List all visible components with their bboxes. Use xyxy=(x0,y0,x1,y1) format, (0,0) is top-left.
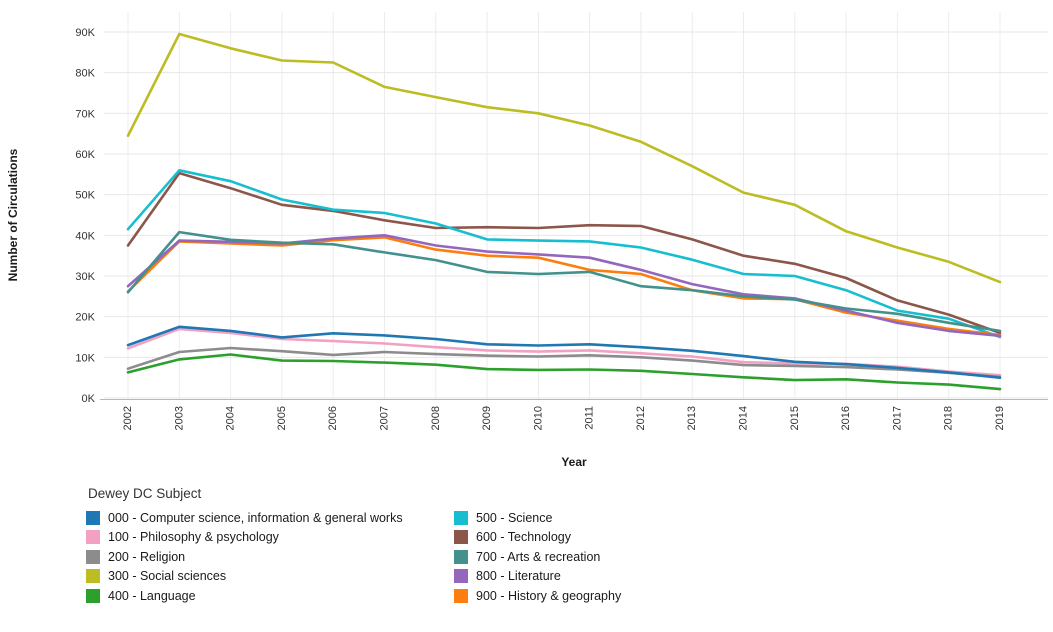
legend-label-800: 800 - Literature xyxy=(476,569,561,584)
x-tick-label-2013: 2013 xyxy=(686,406,698,430)
legend-item-700[interactable]: 700 - Arts & recreation xyxy=(454,547,621,567)
legend-swatch-100 xyxy=(86,530,100,545)
legend-item-500[interactable]: 500 - Science xyxy=(454,508,621,528)
series-line-900[interactable] xyxy=(126,236,1002,337)
y-tick-label-70K: 70K xyxy=(75,108,95,120)
legend-label-400: 400 - Language xyxy=(108,588,196,603)
y-tick-label-60K: 60K xyxy=(75,149,95,161)
series-line-200[interactable] xyxy=(126,346,1002,379)
x-tick-label-2009: 2009 xyxy=(481,406,493,430)
y-tick-label-20K: 20K xyxy=(75,312,95,324)
series-line-000[interactable] xyxy=(126,325,1002,380)
y-tick-label-50K: 50K xyxy=(75,190,95,202)
y-tick-label-90K: 90K xyxy=(75,27,95,39)
x-tick-label-2006: 2006 xyxy=(327,406,339,430)
legend-item-000[interactable]: 000 - Computer science, information & ge… xyxy=(86,508,454,528)
vertical-gridlines xyxy=(127,12,1001,400)
x-tick-label-2008: 2008 xyxy=(430,406,442,430)
legend-swatch-200 xyxy=(86,549,100,564)
legend-swatch-000 xyxy=(86,510,100,525)
legend-label-300: 300 - Social sciences xyxy=(108,569,227,584)
legend-label-000: 000 - Computer science, information & ge… xyxy=(108,510,403,525)
legend-label-900: 900 - History & geography xyxy=(476,588,622,603)
x-tick-label-2003: 2003 xyxy=(173,406,185,430)
y-tick-label-80K: 80K xyxy=(75,68,95,80)
legend-item-600[interactable]: 600 - Technology xyxy=(454,528,621,548)
series-line-400[interactable] xyxy=(126,353,1002,391)
x-tick-label-2016: 2016 xyxy=(840,406,852,430)
line-chart[interactable]: 0K 10K 20K 30K 40K 50K 60K 70K 80K 90K 2002 2003 20… xyxy=(0,0,1053,483)
x-tick-label-2015: 2015 xyxy=(789,406,801,430)
legend-swatch-600 xyxy=(454,530,468,545)
x-tick-label-2019: 2019 xyxy=(994,406,1006,430)
y-axis-tick-labels: 0K 10K 20K 30K 40K 50K 60K 70K 80K 90K xyxy=(75,27,95,405)
x-tick-label-2010: 2010 xyxy=(532,406,544,430)
y-tick-label-40K: 40K xyxy=(75,230,95,242)
x-tick-label-2012: 2012 xyxy=(635,406,647,430)
legend: Dewey DC Subject 000 - Computer science,… xyxy=(86,486,621,606)
series-line-300[interactable] xyxy=(126,32,1002,284)
x-tick-label-2018: 2018 xyxy=(943,406,955,430)
legend-swatch-300 xyxy=(86,569,100,584)
y-tick-label-0K: 0K xyxy=(82,393,96,405)
legend-label-700: 700 - Arts & recreation xyxy=(476,549,601,564)
x-tick-label-2014: 2014 xyxy=(738,406,750,430)
legend-item-100[interactable]: 100 - Philosophy & psychology xyxy=(86,528,454,548)
legend-item-200[interactable]: 200 - Religion xyxy=(86,547,454,567)
legend-label-500: 500 - Science xyxy=(476,510,553,525)
legend-swatch-700 xyxy=(454,549,468,564)
x-tick-label-2004: 2004 xyxy=(225,406,237,430)
x-tick-label-2002: 2002 xyxy=(122,406,134,430)
y-tick-label-30K: 30K xyxy=(75,271,95,283)
legend-label-100: 100 - Philosophy & psychology xyxy=(108,530,279,545)
x-tick-label-2005: 2005 xyxy=(276,406,288,430)
series-line-600[interactable] xyxy=(126,171,1002,335)
x-tick-label-2017: 2017 xyxy=(891,406,903,430)
x-axis-tick-labels: 2002 2003 2004 2005 2006 2007 2008 2009 2010 2011… xyxy=(122,406,1006,430)
y-axis-title: Number of Circulations xyxy=(6,148,20,281)
legend-item-800[interactable]: 800 - Literature xyxy=(454,567,621,587)
x-tick-label-2011: 2011 xyxy=(584,406,596,430)
horizontal-gridlines xyxy=(104,31,1048,399)
series-line-500[interactable] xyxy=(126,169,1002,339)
legend-swatch-400 xyxy=(86,588,100,603)
legend-items: 000 - Computer science, information & ge… xyxy=(86,508,621,606)
series-line-800[interactable] xyxy=(126,234,1002,338)
legend-label-600: 600 - Technology xyxy=(476,530,571,545)
legend-item-900[interactable]: 900 - History & geography xyxy=(454,586,621,606)
legend-label-200: 200 - Religion xyxy=(108,549,186,564)
x-axis-title: Year xyxy=(561,455,587,469)
series-line-700[interactable] xyxy=(126,230,1002,333)
legend-swatch-900 xyxy=(454,588,468,603)
y-tick-label-10K: 10K xyxy=(75,352,95,364)
legend-swatch-800 xyxy=(454,569,468,584)
x-tick-label-2007: 2007 xyxy=(378,406,390,430)
legend-swatch-500 xyxy=(454,510,468,525)
legend-item-400[interactable]: 400 - Language xyxy=(86,586,454,606)
legend-title: Dewey DC Subject xyxy=(88,486,202,501)
data-series-lines xyxy=(126,32,1002,391)
legend-item-300[interactable]: 300 - Social sciences xyxy=(86,567,454,587)
